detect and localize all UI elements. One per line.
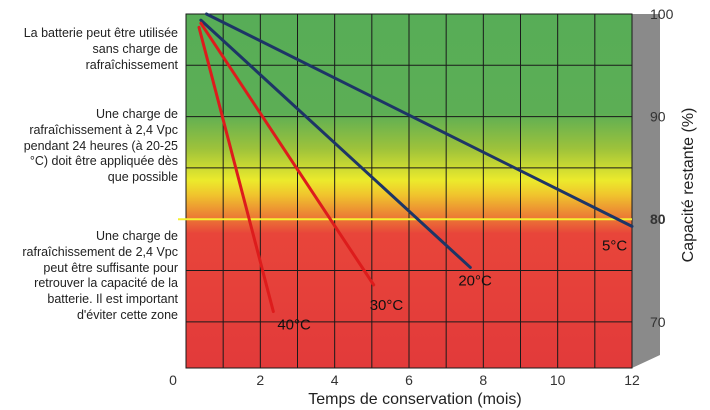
series-line-4 bbox=[197, 25, 275, 314]
axis-side-panel bbox=[632, 14, 660, 368]
x-tick-label: 6 bbox=[405, 372, 413, 388]
series-labels: 5°C 20°C 30°C 40°C bbox=[277, 237, 627, 333]
y-tick-labels: 100 90 80 70 bbox=[650, 6, 674, 330]
x-tick-label: 8 bbox=[479, 372, 487, 388]
x-tick-label: 12 bbox=[624, 372, 640, 388]
grid bbox=[185, 13, 633, 369]
series-group bbox=[197, 12, 634, 314]
series-line-3 bbox=[199, 21, 376, 287]
series-line-1 bbox=[204, 12, 634, 228]
x-tick-labels: 0 2 4 6 8 10 12 bbox=[169, 372, 640, 388]
y-tick-label: 100 bbox=[650, 6, 674, 22]
plot-border bbox=[185, 13, 633, 369]
series-label-4: 40°C bbox=[277, 317, 311, 334]
x-tick-label: 10 bbox=[550, 372, 566, 388]
series-label-3: 30°C bbox=[370, 297, 404, 314]
x-axis-label: Temps de conservation (mois) bbox=[308, 391, 521, 408]
note-no-charge: La batterie peut être utilisée sans char… bbox=[23, 26, 178, 72]
note-avoid-zone: Une charge de rafraîchissement de 2,4 Vp… bbox=[22, 229, 178, 322]
series-label-1: 5°C bbox=[602, 237, 627, 254]
x-tick-label: 2 bbox=[256, 372, 264, 388]
series-label-2: 20°C bbox=[458, 272, 492, 289]
y-tick-label: 80 bbox=[650, 211, 666, 227]
y-tick-label: 70 bbox=[650, 314, 666, 330]
y-tick-label: 90 bbox=[650, 109, 666, 125]
x-tick-label: 4 bbox=[331, 372, 339, 388]
y-axis-label: Capacité restante (%) bbox=[680, 108, 697, 263]
series-line-2 bbox=[199, 18, 472, 269]
note-refresh-charge: Une charge de rafraîchissement à 2,4 Vpc… bbox=[23, 107, 178, 185]
x-tick-label: 0 bbox=[169, 372, 177, 388]
